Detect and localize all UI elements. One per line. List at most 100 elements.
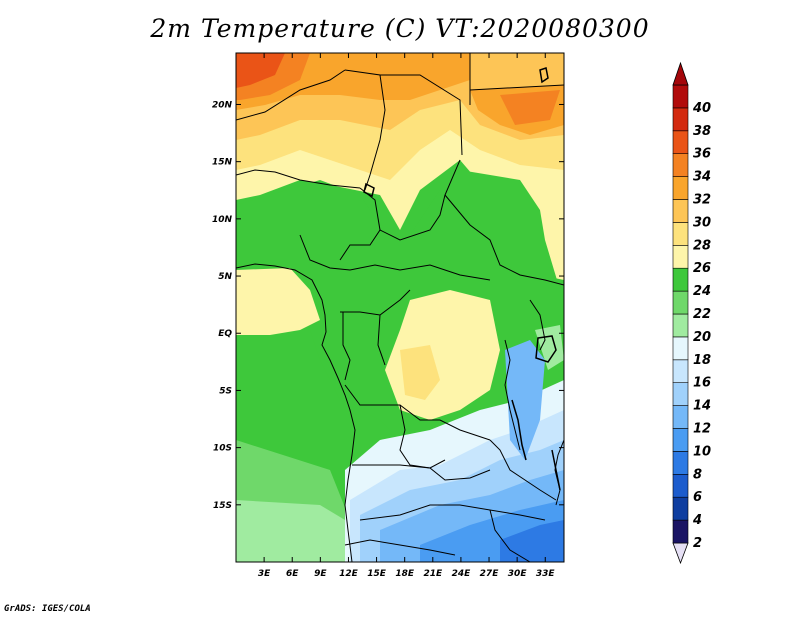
colorbar-swatch-4 [672, 428, 689, 452]
temp-region-congo-basin-26 [400, 345, 440, 400]
lat-label: 20N [212, 100, 233, 110]
sahel-border-4 [444, 194, 564, 286]
colorbar-swatch-14 [672, 199, 689, 223]
colorbar-label: 24 [693, 284, 711, 299]
northern-border-5 [469, 84, 564, 91]
temp-region-southwest-coast [236, 500, 350, 562]
southern-border-1 [359, 504, 546, 521]
colorbar-label: 34 [693, 170, 711, 185]
colorbar-swatch-16 [672, 153, 689, 177]
colorbar-swatch-12 [672, 245, 689, 269]
colorbar-label: 18 [693, 353, 711, 368]
lake-tanganyika [511, 399, 527, 461]
colorbar-label: 26 [693, 261, 711, 276]
colorbar-label: 14 [693, 399, 711, 414]
colorbar-swatch-10 [672, 290, 689, 315]
lat-label: 5S [219, 386, 232, 396]
northern-border-3 [380, 74, 463, 156]
central-border-8 [489, 439, 557, 501]
colorbar-label: 30 [693, 215, 711, 230]
southern-border-3 [489, 509, 531, 562]
colorbar-label: 6 [693, 490, 702, 505]
lat-label: 15N [212, 158, 233, 168]
lake-malawi [551, 449, 561, 491]
colorbar-swatch-3 [672, 451, 689, 475]
colorbar-swatch-17 [672, 130, 689, 155]
colorbar-label: 2 [693, 536, 702, 551]
temp-region-gulf-of-guinea [236, 268, 320, 335]
colorbar-swatch-1 [672, 496, 689, 521]
southern-border-2 [344, 539, 456, 556]
central-border-4 [377, 314, 386, 366]
sahel-border-2 [339, 187, 381, 261]
colorbar-swatch-7 [672, 359, 689, 383]
lake-victoria [535, 335, 557, 363]
colorbar-label: 40 [692, 101, 711, 116]
colorbar-swatch-2 [672, 473, 689, 498]
east-africa-coastline [554, 439, 564, 506]
colorbar-swatch-5 [672, 405, 689, 429]
lon-label: 27E [480, 569, 500, 579]
colorbar-label: 22 [693, 307, 711, 322]
colorbar-swatch-0 [672, 519, 689, 544]
colorbar-label: 38 [693, 124, 711, 139]
east-border-1 [529, 299, 546, 351]
lat-label: 10N [212, 215, 233, 225]
colorbar-swatch-6 [672, 382, 689, 406]
sahel-border-3 [379, 159, 461, 241]
map-title: 2m Temperature (C) VT:2020080300 [150, 14, 650, 43]
colorbar-label: 28 [693, 238, 711, 253]
lat-label: EQ [218, 329, 232, 339]
colorbar-swatch-11 [672, 267, 689, 292]
lat-label: 5N [218, 272, 232, 282]
lat-label: 15S [213, 501, 232, 511]
colorbar-swatch-13 [672, 222, 689, 246]
lakes [363, 67, 561, 491]
central-border-5 [344, 384, 491, 441]
colorbar-label: 36 [693, 147, 711, 162]
colorbar-label: 8 [693, 467, 702, 482]
colorbar-label: 20 [693, 330, 711, 345]
longitude-axis: 3E 6E 9E 12E 15E 18E 21E 24E 27E 30E 33E [258, 53, 556, 579]
lon-label: 6E [286, 569, 299, 579]
lon-label: 30E [508, 569, 528, 579]
temperature-map [236, 53, 564, 562]
lon-label: 15E [367, 569, 387, 579]
colorbar-high-arrow [672, 61, 689, 86]
colorbar-label: 12 [693, 422, 711, 437]
lon-label: 18E [395, 569, 415, 579]
temp-region-northeast-34 [500, 90, 560, 125]
lon-label: 3E [258, 569, 271, 579]
temp-region-northwest-36 [236, 53, 285, 88]
latitude-axis: 20N 15N 10N 5N EQ 5S 10S 15S [212, 100, 564, 511]
colorbar-swatch-18 [672, 107, 689, 132]
colorbar-swatch-8 [672, 336, 689, 361]
temp-region-south-8 [500, 520, 564, 562]
central-border-7 [352, 464, 491, 481]
lake-chad [363, 182, 375, 198]
grads-credit: GrADS: IGES/COLA [4, 604, 91, 614]
colorbar-low-arrow [672, 542, 689, 565]
colorbar-label: 10 [693, 444, 711, 459]
west-africa-coastline [236, 263, 356, 562]
country-borders [236, 53, 564, 562]
northern-border-2 [344, 69, 386, 191]
great-lakes-border [504, 339, 521, 451]
northern-border-1 [236, 69, 346, 121]
lon-label: 33E [536, 569, 556, 579]
colorbar-swatch-19 [672, 84, 689, 109]
lon-label: 12E [339, 569, 359, 579]
map-frame [235, 52, 565, 563]
colorbar-label: 16 [693, 376, 711, 391]
lon-label: 9E [314, 569, 327, 579]
colorbar-label: 32 [693, 193, 711, 208]
colorbar-swatch-15 [672, 176, 689, 200]
colorbar-swatch-9 [672, 313, 689, 338]
lat-label: 10S [213, 444, 232, 454]
central-border-1 [299, 234, 491, 281]
sahel-border-1 [236, 169, 361, 189]
temp-region-lake-victoria-20 [535, 325, 564, 370]
lon-label: 21E [423, 569, 443, 579]
